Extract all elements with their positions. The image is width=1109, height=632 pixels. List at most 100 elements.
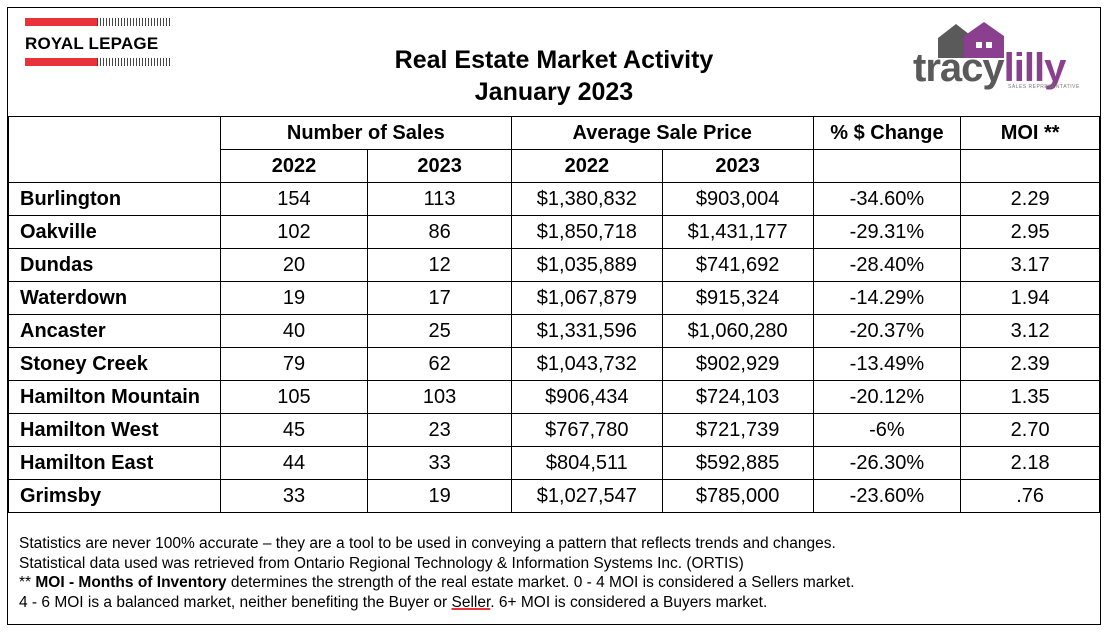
change-cell: -26.30%: [812, 446, 962, 480]
price-2022-cell: $1,850,718: [510, 215, 663, 249]
area-name: Hamilton West: [8, 413, 221, 447]
sales-2022-cell: 19: [219, 281, 369, 315]
report-header: ROYAL LEPAGE Real Estate Market Activity…: [8, 8, 1100, 117]
moi-cell: 3.12: [960, 314, 1100, 348]
price-2023-cell: $903,004: [661, 182, 814, 216]
royal-lepage-wordmark: ROYAL LEPAGE: [25, 34, 159, 53]
sales-2023-cell: 86: [367, 215, 512, 249]
table-row: Dundas 20 12 $1,035,889 $741,692 -28.40% 3.17: [8, 248, 1100, 282]
table-row: Hamilton East 44 33 $804,511 $592,885 -26.30%…: [8, 446, 1100, 480]
change-cell: -28.40%: [812, 248, 962, 282]
price-2022-cell: $767,780: [510, 413, 663, 447]
price-2023-cell: $785,000: [661, 479, 814, 513]
report-title: Real Estate Market Activity: [394, 46, 714, 74]
sales-2022-cell: 154: [219, 182, 369, 216]
lilly-text: lilly: [1003, 46, 1067, 90]
change-cell: -34.60%: [812, 182, 962, 216]
note-moi-definition: ** MOI - Months of Inventory determines …: [19, 573, 855, 593]
sales-2023-cell: 25: [367, 314, 512, 348]
price-2022-cell: $804,511: [510, 446, 663, 480]
table-row: Waterdown 19 17 $1,067,879 $915,324 -14.29% 1.…: [8, 281, 1100, 315]
change-cell: -20.37%: [812, 314, 962, 348]
area-name: Hamilton Mountain: [8, 380, 221, 414]
price-2023-header: 2023: [661, 149, 814, 183]
moi-cell: 2.29: [960, 182, 1100, 216]
table-row: Hamilton West 45 23 $767,780 $721,739 -6% 2.70: [8, 413, 1100, 447]
footnotes: Statistics are never 100% accurate – the…: [19, 534, 855, 612]
area-name: Ancaster: [8, 314, 221, 348]
note-balanced-c: . 6+ MOI is considered a Buyers market.: [490, 593, 768, 611]
moi-subheader: [960, 149, 1100, 183]
logo-lines-bottom: [97, 58, 170, 66]
price-2022-cell: $1,027,547: [510, 479, 663, 513]
note-moi-rest: determines the strength of the real esta…: [226, 574, 855, 591]
price-2023-cell: $721,739: [661, 413, 814, 447]
area-name: Burlington: [8, 182, 221, 216]
table-row: Oakville 102 86 $1,850,718 $1,431,177 -29.31%…: [8, 215, 1100, 249]
report-frame: ROYAL LEPAGE Real Estate Market Activity…: [7, 7, 1101, 625]
sales-2022-header: 2022: [219, 149, 369, 183]
price-2023-cell: $592,885: [661, 446, 814, 480]
table-row: Stoney Creek 79 62 $1,043,732 $902,929 -13.49…: [8, 347, 1100, 381]
price-header: Average Sale Price: [510, 116, 814, 150]
sales-2022-cell: 33: [219, 479, 369, 513]
royal-lepage-logo: ROYAL LEPAGE: [25, 18, 170, 70]
sales-2022-cell: 45: [219, 413, 369, 447]
sales-2023-cell: 62: [367, 347, 512, 381]
change-cell: -23.60%: [812, 479, 962, 513]
price-2023-cell: $741,692: [661, 248, 814, 282]
market-table: Number of Sales Average Sale Price % $ C…: [8, 116, 1100, 513]
area-name: Oakville: [8, 215, 221, 249]
sales-2023-cell: 12: [367, 248, 512, 282]
area-header: [8, 116, 221, 183]
price-2023-cell: $1,431,177: [661, 215, 814, 249]
note-accuracy: Statistics are never 100% accurate – the…: [19, 535, 836, 552]
change-cell: -20.12%: [812, 380, 962, 414]
note-seller-word: Seller: [451, 593, 491, 611]
moi-cell: 3.17: [960, 248, 1100, 282]
sales-2022-cell: 105: [219, 380, 369, 414]
change-cell: -14.29%: [812, 281, 962, 315]
moi-cell: .76: [960, 479, 1100, 513]
sales-2023-cell: 103: [367, 380, 512, 414]
sales-2023-cell: 23: [367, 413, 512, 447]
price-2022-cell: $1,380,832: [510, 182, 663, 216]
price-2022-cell: $1,067,879: [510, 281, 663, 315]
area-name: Dundas: [8, 248, 221, 282]
tracylilly-subtitle: SALES REPRESENTATIVE: [1008, 84, 1080, 90]
sales-2022-cell: 102: [219, 215, 369, 249]
sales-2022-cell: 40: [219, 314, 369, 348]
sales-2022-cell: 44: [219, 446, 369, 480]
sales-2022-cell: 79: [219, 347, 369, 381]
price-2022-cell: $1,043,732: [510, 347, 663, 381]
tracylilly-logo: tracylilly SALES REPRESENTATIVE: [888, 20, 1093, 102]
group-header-row: Number of Sales Average Sale Price % $ C…: [8, 116, 1100, 183]
note-balanced-market: 4 - 6 MOI is a balanced market, neither …: [19, 593, 855, 613]
change-cell: -29.31%: [812, 215, 962, 249]
table-row: Ancaster 40 25 $1,331,596 $1,060,280 -20.37% 3…: [8, 314, 1100, 348]
note-moi-term: MOI - Months of Inventory: [35, 574, 227, 591]
sales-2023-cell: 113: [367, 182, 512, 216]
change-cell: -13.49%: [812, 347, 962, 381]
price-2022-cell: $1,035,889: [510, 248, 663, 282]
price-2022-cell: $1,331,596: [510, 314, 663, 348]
area-name: Hamilton East: [8, 446, 221, 480]
change-cell: -6%: [812, 413, 962, 447]
moi-cell: 2.18: [960, 446, 1100, 480]
change-subheader: [812, 149, 962, 183]
area-name: Waterdown: [8, 281, 221, 315]
note-moi-prefix: **: [19, 574, 36, 591]
table-row: Hamilton Mountain 105 103 $906,434 $724,103-…: [8, 380, 1100, 414]
price-2022-cell: $906,434: [510, 380, 663, 414]
logo-lines-top: [97, 18, 170, 26]
price-2023-cell: $1,060,280: [661, 314, 814, 348]
logo-red-bar-top: [25, 18, 97, 26]
sales-2023-cell: 17: [367, 281, 512, 315]
note-balanced-a: 4 - 6 MOI is a balanced market, neither …: [19, 593, 452, 611]
price-2023-cell: $902,929: [661, 347, 814, 381]
moi-cell: 1.35: [960, 380, 1100, 414]
moi-header: MOI **: [960, 116, 1100, 150]
table-row: Burlington 154 113 $1,380,832 $903,004 -34.60…: [8, 182, 1100, 216]
sales-header: Number of Sales: [219, 116, 512, 150]
note-source: Statistical data used was retrieved from…: [19, 554, 744, 572]
